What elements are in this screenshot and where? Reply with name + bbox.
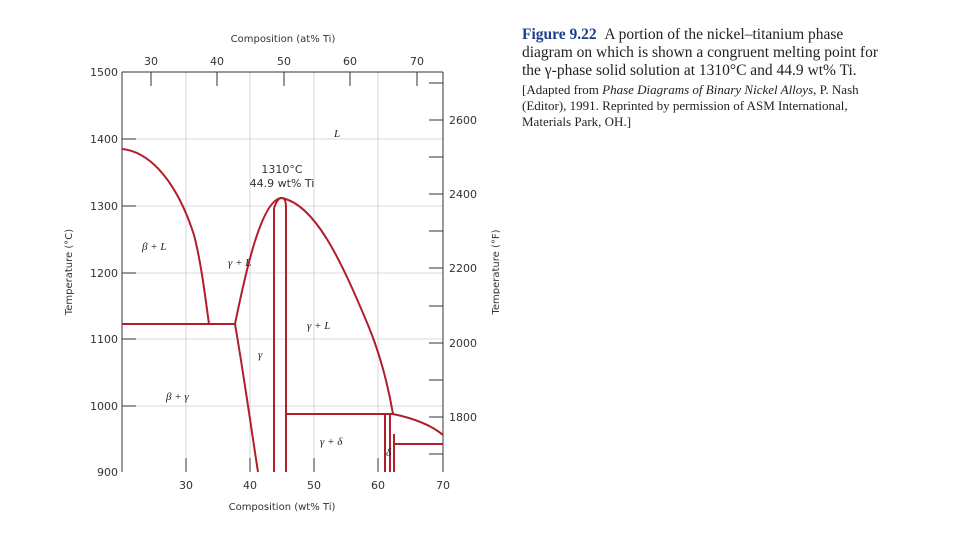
figure-caption: Figure 9.22 A portion of the nickel–tita…: [522, 26, 897, 130]
left-tick-label: 1200: [90, 267, 118, 280]
left-tick-label: 1500: [90, 66, 118, 79]
tick-marks: [122, 71, 443, 472]
right-tick-label: 1800: [449, 411, 477, 424]
caption-text: Figure 9.22 A portion of the nickel–tita…: [522, 26, 897, 80]
top-tick-labels: 30 40 50 60 70: [144, 55, 424, 68]
bottom-tick-label: 50: [307, 479, 321, 492]
top-tick-label: 60: [343, 55, 357, 68]
left-tick-label: 1000: [90, 400, 118, 413]
bottom-tick-label: 70: [436, 479, 450, 492]
caption-credit: [Adapted from Phase Diagrams of Binary N…: [522, 82, 897, 130]
gamma-liquidus-right: [281, 197, 394, 415]
bottom-tick-label: 60: [371, 479, 385, 492]
region-label-gamma-liquid-left: γ + L: [228, 257, 251, 269]
congruent-temperature-label: 1310°C: [261, 163, 302, 176]
region-label-beta-liquid: β + L: [141, 241, 167, 253]
credit-prefix: [Adapted from: [522, 82, 603, 97]
right-tick-label: 2600: [449, 114, 477, 127]
credit-suffix: , P. Nash (Editor), 1991. Reprinted by p…: [522, 82, 859, 129]
region-label-gamma: γ: [258, 349, 263, 361]
beta-liquidus: [121, 148, 210, 325]
right-tick-label: 2200: [449, 262, 477, 275]
right-tick-labels: 2600 2400 2200 2000 1800: [449, 114, 477, 424]
right-tick-label: 2400: [449, 188, 477, 201]
left-tick-label: 900: [97, 466, 118, 479]
top-tick-label: 70: [410, 55, 424, 68]
right-axis-title: Temperature (°F): [491, 229, 500, 315]
gamma-liquidus-left: [234, 197, 283, 325]
credit-title: Phase Diagrams of Binary Nickel Alloys: [602, 82, 814, 97]
gamma-solvus-left: [234, 323, 259, 473]
bottom-axis-title: Composition (wt% Ti): [229, 502, 336, 513]
left-tick-label: 1100: [90, 333, 118, 346]
left-axis-title: Temperature (°C): [64, 229, 75, 316]
bottom-tick-label: 30: [179, 479, 193, 492]
axes-frame: [121, 71, 444, 472]
region-label-gamma-liquid-right: γ + L: [307, 320, 330, 332]
phase-boundaries: [121, 148, 444, 473]
left-tick-labels: 1500 1400 1300 1200 1100 1000 900: [90, 66, 118, 479]
delta-liquidus: [392, 413, 444, 436]
bottom-tick-labels: 30 40 50 60 70: [179, 479, 450, 492]
region-label-gamma-delta: γ + δ: [320, 436, 343, 448]
region-label-delta: δ: [386, 447, 392, 459]
region-label-beta-gamma: β + γ: [165, 391, 189, 403]
top-tick-label: 50: [277, 55, 291, 68]
top-tick-label: 30: [144, 55, 158, 68]
top-axis-title: Composition (at% Ti): [231, 34, 336, 45]
congruent-composition-label: 44.9 wt% Ti: [250, 177, 315, 190]
grid: [122, 72, 443, 472]
region-label-liquid: L: [333, 128, 340, 140]
figure-number: Figure 9.22: [522, 26, 597, 43]
left-tick-label: 1400: [90, 133, 118, 146]
right-tick-label: 2000: [449, 337, 477, 350]
phase-diagram: 1500 1400 1300 1200 1100 1000 900 2600 2…: [64, 34, 500, 513]
top-tick-label: 40: [210, 55, 224, 68]
caption-body: A portion of the nickel–titanium phase d…: [522, 26, 879, 79]
congruent-solidus: [273, 197, 287, 209]
bottom-tick-label: 40: [243, 479, 257, 492]
left-tick-label: 1300: [90, 200, 118, 213]
